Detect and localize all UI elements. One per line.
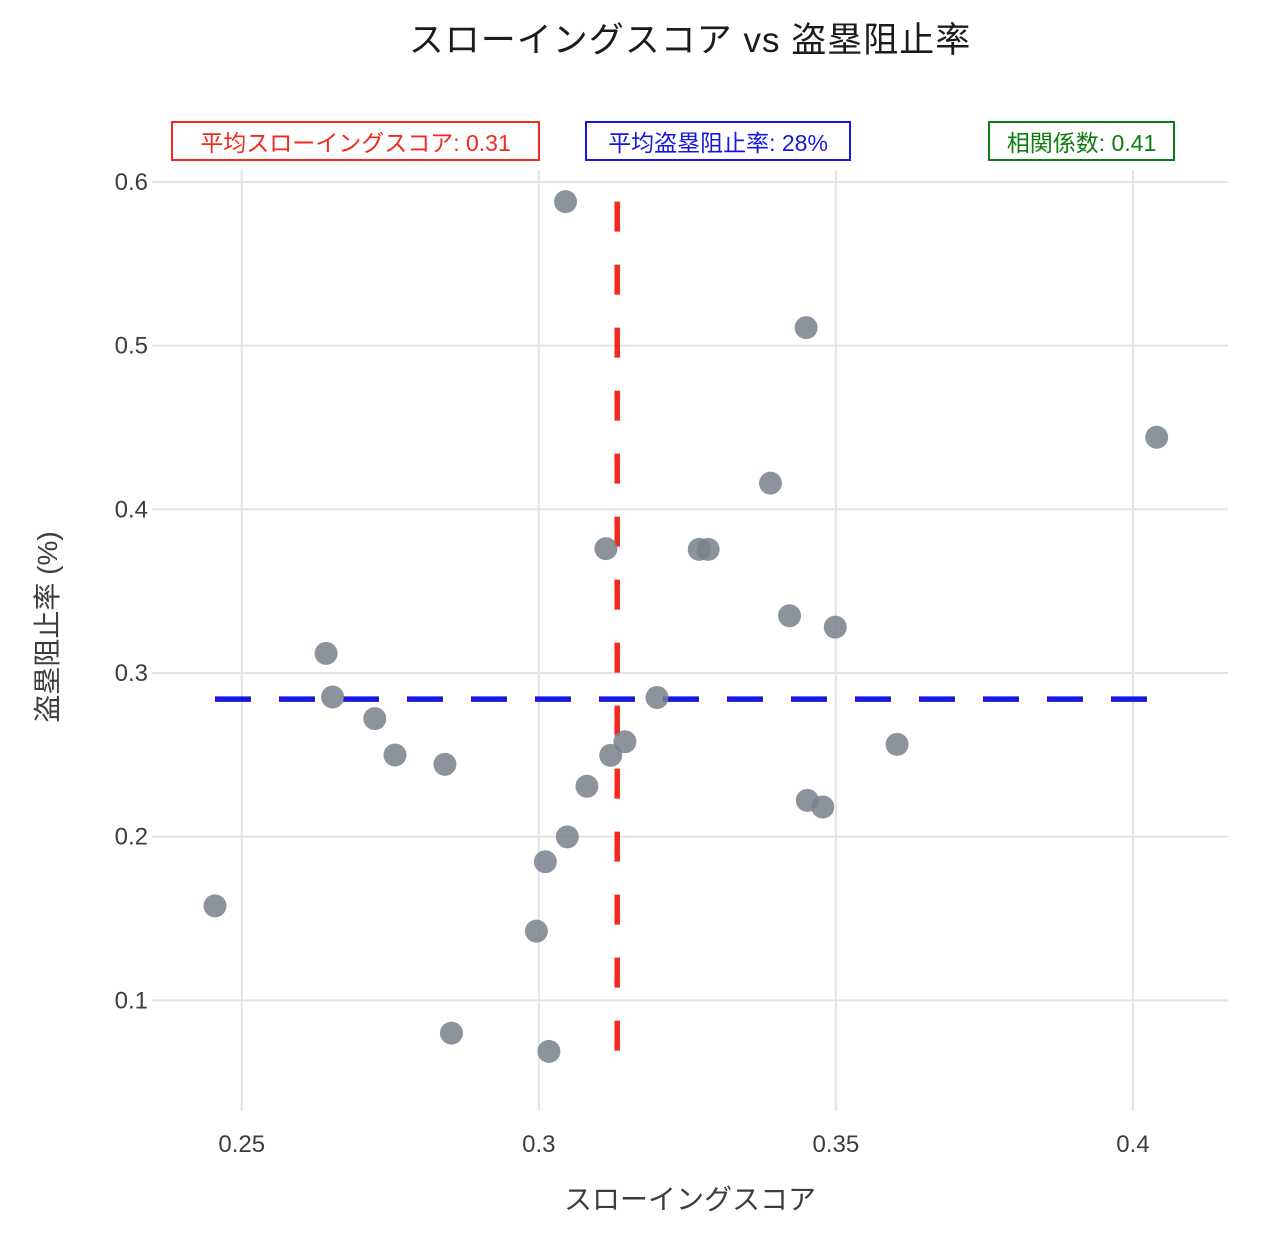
data-point <box>433 752 457 776</box>
annotation-mean-throwing-score: 平均スローイングスコア: 0.31 <box>171 121 540 161</box>
data-point <box>321 685 345 709</box>
data-point <box>778 604 802 628</box>
annotation-mean-caught-stealing-rate-text: 平均盗塁阻止率: 28% <box>608 130 828 156</box>
data-point <box>1145 425 1169 449</box>
x-tick-label: 0.3 <box>522 1131 555 1158</box>
data-point <box>554 190 578 214</box>
data-point <box>555 825 579 849</box>
y-tick-label: 0.3 <box>115 660 148 687</box>
x-axis-title: スローイングスコア <box>563 1184 816 1215</box>
data-point <box>811 795 835 819</box>
data-point <box>594 537 618 561</box>
y-axis-title: 盗塁阻止率 (%) <box>32 531 63 723</box>
data-point <box>645 686 669 710</box>
data-point <box>696 537 720 561</box>
x-tick-label: 0.4 <box>1116 1131 1149 1158</box>
data-point <box>533 850 557 874</box>
data-point <box>823 615 847 639</box>
x-tick-label: 0.25 <box>218 1131 265 1158</box>
annotation-mean-throwing-score-text: 平均スローイングスコア: 0.31 <box>200 130 511 156</box>
data-point <box>439 1021 463 1045</box>
data-point <box>759 471 783 495</box>
x-tick-label: 0.35 <box>813 1131 860 1158</box>
data-point <box>575 774 599 798</box>
data-point <box>613 730 637 754</box>
y-tick-label: 0.6 <box>115 169 148 196</box>
data-point <box>203 894 227 918</box>
data-point <box>599 743 623 767</box>
annotation-correlation-coefficient: 相関係数: 0.41 <box>988 121 1175 161</box>
data-point <box>363 707 387 731</box>
data-point <box>794 316 818 340</box>
y-tick-label: 0.5 <box>115 333 148 360</box>
y-tick-label: 0.1 <box>115 987 148 1014</box>
y-tick-label: 0.4 <box>115 496 148 523</box>
chart-title: スローイングスコア vs 盗塁阻止率 <box>408 21 972 60</box>
data-point <box>314 641 338 665</box>
data-point <box>383 743 407 767</box>
annotation-mean-caught-stealing-rate: 平均盗塁阻止率: 28% <box>585 121 851 161</box>
y-tick-label: 0.2 <box>115 824 148 851</box>
data-point <box>524 919 548 943</box>
annotation-correlation-coefficient-text: 相関係数: 0.41 <box>1006 130 1157 156</box>
data-point <box>537 1039 561 1063</box>
data-point <box>885 732 909 756</box>
